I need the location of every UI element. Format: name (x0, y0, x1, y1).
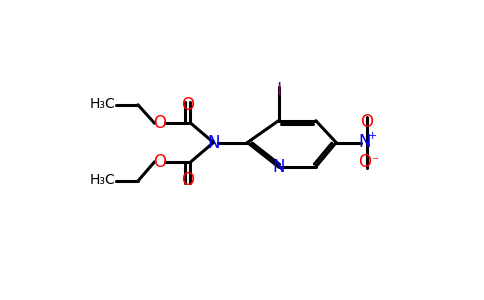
Text: O: O (181, 96, 194, 114)
Text: N: N (272, 158, 285, 176)
Text: I: I (276, 81, 281, 99)
Text: O: O (153, 153, 166, 171)
Text: ⁻: ⁻ (371, 155, 378, 169)
Text: O: O (181, 171, 194, 189)
Text: N: N (359, 133, 371, 151)
Text: H₃C: H₃C (90, 97, 115, 111)
Text: +: + (368, 131, 378, 141)
Text: O: O (360, 113, 373, 131)
Text: O: O (359, 153, 372, 171)
Text: H₃C: H₃C (90, 173, 115, 187)
Text: O: O (153, 114, 166, 132)
Text: N: N (207, 134, 220, 152)
